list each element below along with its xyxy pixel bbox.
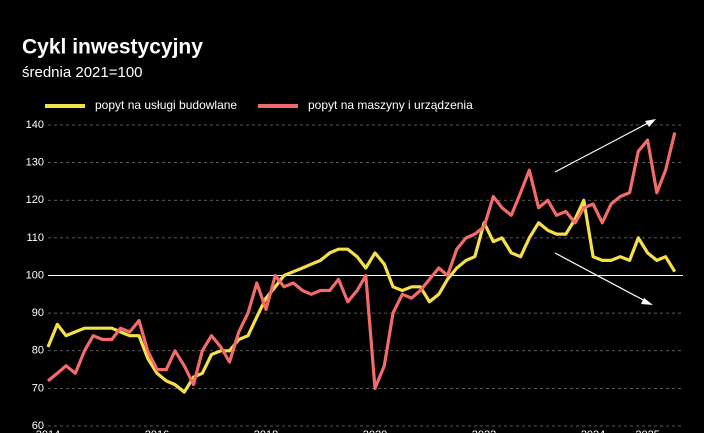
x-tick-label: 2020	[363, 429, 387, 433]
y-tick-label: 90	[32, 307, 44, 319]
trend-arrow	[554, 252, 648, 303]
arrow-head	[645, 119, 656, 127]
y-tick-label: 110	[26, 232, 44, 244]
trend-arrow	[554, 121, 651, 173]
y-tick-label: 140	[26, 119, 44, 131]
arrow-head	[641, 298, 653, 305]
x-tick-label: 2024	[581, 429, 605, 433]
plot: 60 70 80 90 100 110 120 130 140 2014 2016 2018 2020 2…	[26, 119, 683, 433]
y-tick-label: 130	[26, 157, 44, 169]
legend-label: popyt na maszyny i urządzenia	[308, 98, 473, 112]
series-line	[46, 198, 677, 394]
legend-label: popyt na usługi budowlane	[95, 98, 237, 112]
x-tick-label: 2022	[472, 429, 496, 433]
chart-title: Cykl inwestycyjny	[22, 36, 203, 59]
y-tick-label: 60	[32, 420, 44, 432]
series-line	[46, 132, 677, 390]
x-tick-label: 2014	[36, 429, 60, 433]
y-tick-label: 120	[26, 194, 44, 206]
x-tick-label: 2016	[145, 429, 169, 433]
x-tick-label: 2018	[254, 429, 278, 433]
y-tick-label: 80	[32, 345, 44, 357]
x-tick-label: 2025	[635, 429, 659, 433]
y-tick-label: 100	[26, 269, 44, 281]
legend: popyt na usługi budowlane popyt na maszyn…	[45, 98, 473, 112]
y-tick-label: 70	[32, 382, 44, 394]
chart-subtitle: średnia 2021=100	[22, 64, 143, 81]
